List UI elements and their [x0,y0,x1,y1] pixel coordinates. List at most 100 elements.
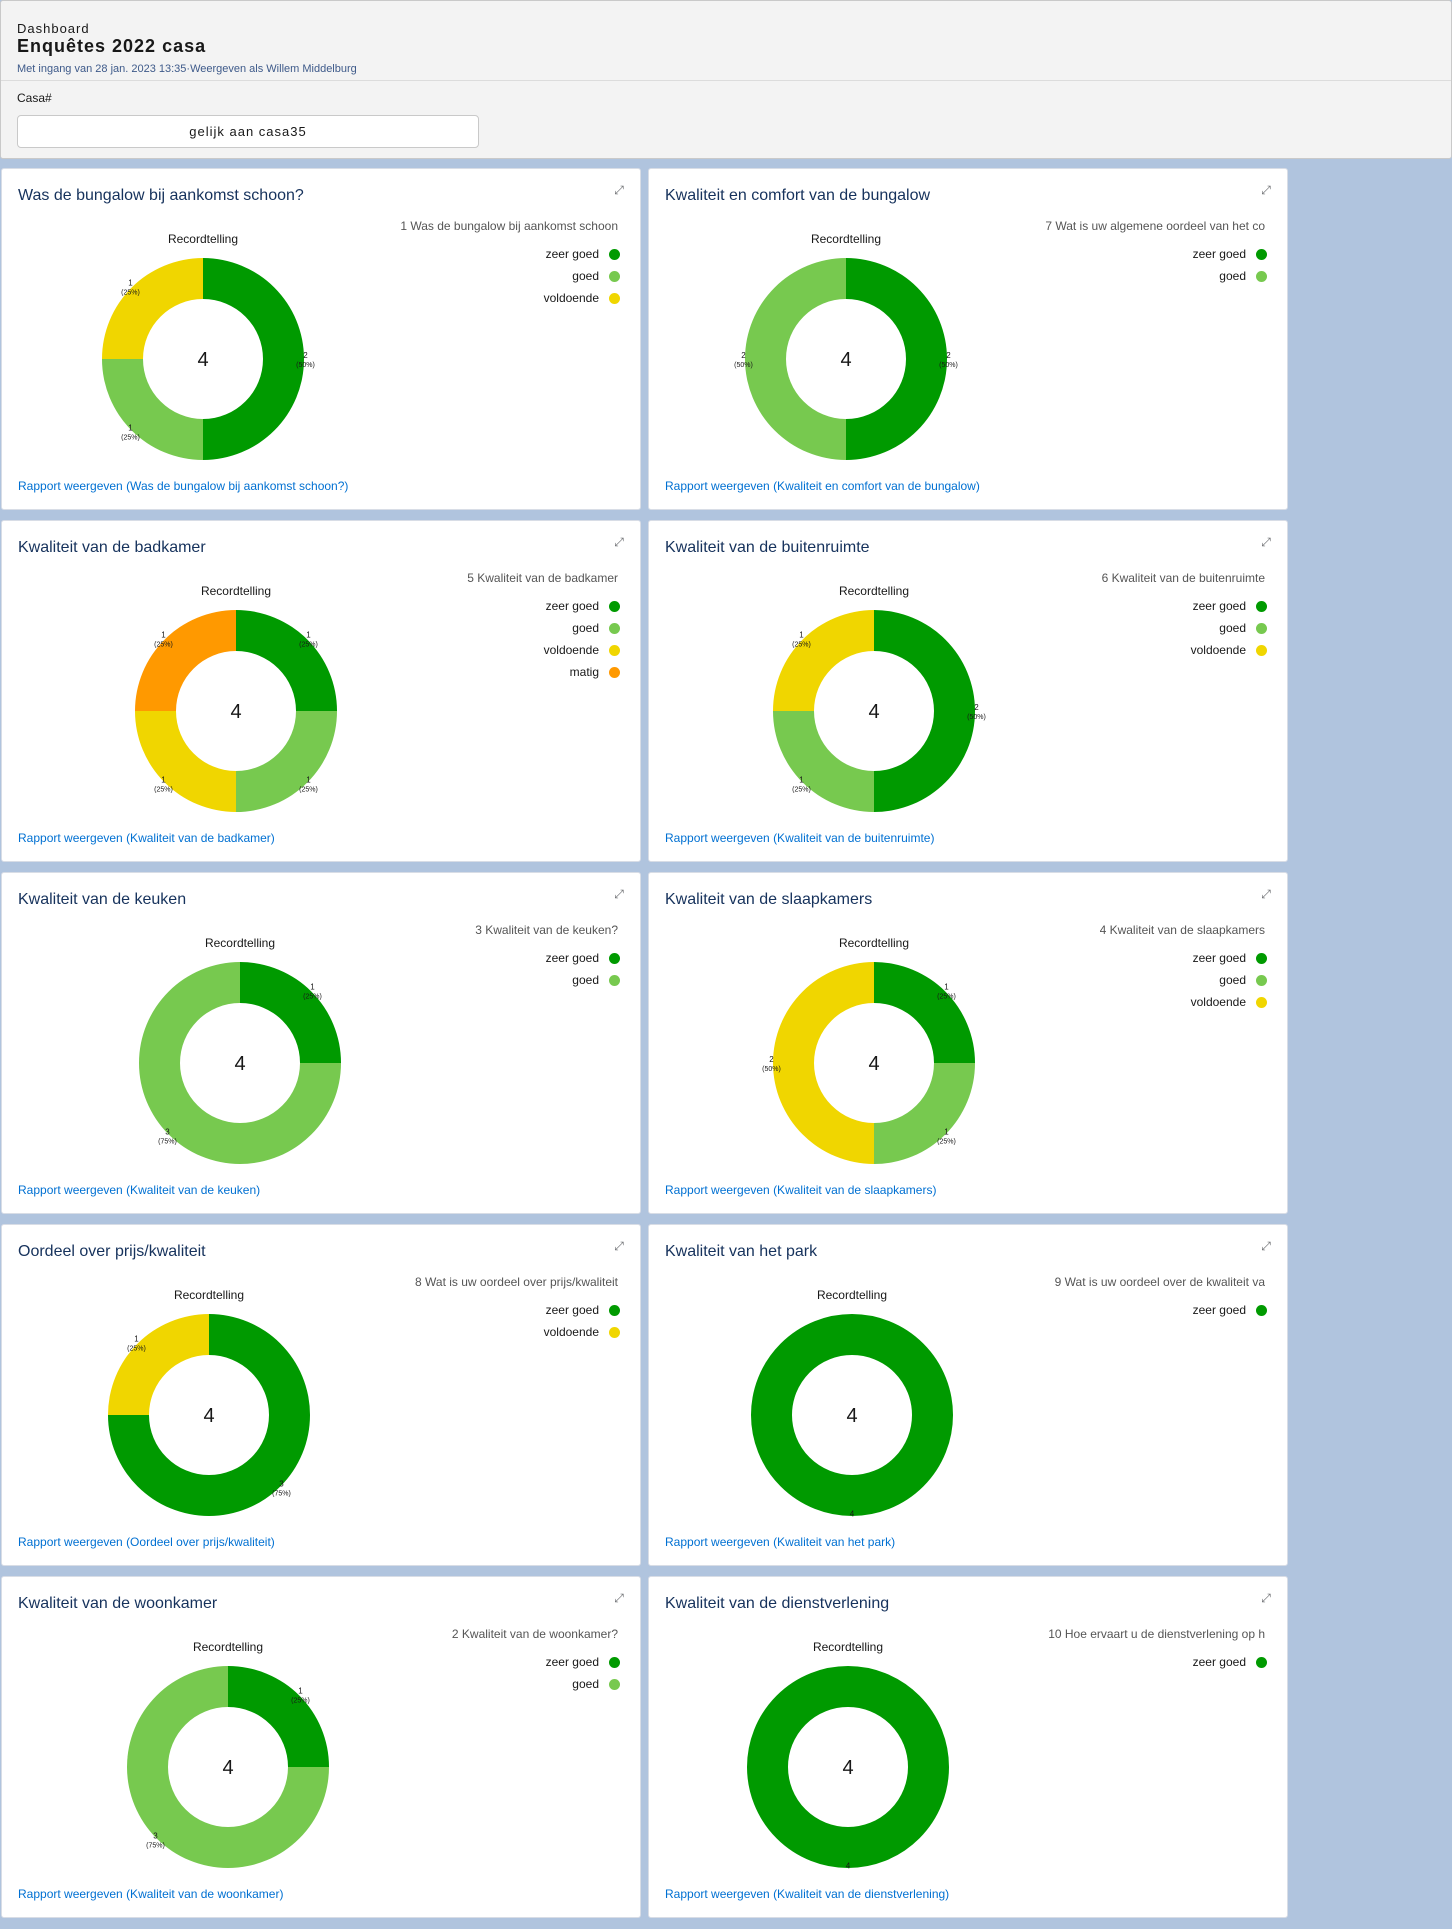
donut-slice [745,258,846,460]
legend-label: goed [572,269,599,283]
slice-value-label: 1 [306,631,311,640]
legend-label: zeer goed [1192,1655,1246,1669]
legend-item[interactable]: zeer goed [544,595,620,617]
legend-swatch [609,292,620,304]
legend-label: voldoende [1190,643,1246,657]
legend-item[interactable]: zeer goed [1193,243,1267,265]
legend-label: voldoende [543,291,599,305]
view-report-link[interactable]: Rapport weergeven (Kwaliteit van de badk… [18,831,275,845]
chart-title: Recordtelling [812,1640,884,1654]
legend-swatch [609,952,620,964]
chart-card-kwaliteit-van-het-park: Kwaliteit van het park ⤢ Recordtelling 9 Wa… [648,1224,1288,1566]
legend-label: zeer goed [1192,247,1246,261]
legend-item[interactable]: voldoende [1191,991,1267,1013]
chart-title: Recordtelling [838,936,910,950]
page-title: Enquêtes 2022 casa [17,36,207,56]
legend-label: voldoende [1190,995,1246,1009]
legend-swatch [1256,952,1267,964]
expand-icon[interactable]: ⤢ [1261,887,1271,901]
donut-total: 4 [197,349,208,371]
legend-title: 10 Hoe ervaart u de dienstverlening op h [1048,1627,1265,1641]
view-report-link[interactable]: Rapport weergeven (Kwaliteit van de keuk… [18,1183,261,1197]
legend-item[interactable]: zeer goed [546,1651,620,1673]
view-report-link[interactable]: Rapport weergeven (Kwaliteit van het par… [665,1535,896,1549]
slice-percent-label: (25%) [121,290,140,297]
legend-item[interactable]: zeer goed [544,1299,620,1321]
legend-item[interactable]: zeer goed [546,947,620,969]
expand-icon[interactable]: ⤢ [1261,535,1271,549]
expand-icon[interactable]: ⤢ [614,535,624,549]
legend-item[interactable]: voldoende [544,1321,620,1343]
expand-icon[interactable]: ⤢ [614,1239,624,1253]
expand-icon[interactable]: ⤢ [614,1591,624,1605]
legend-item[interactable]: matig [544,661,620,683]
expand-icon[interactable]: ⤢ [614,887,624,901]
slice-value-label: 3 [279,1479,284,1488]
legend-item[interactable]: voldoende [544,287,620,309]
view-report-link[interactable]: Rapport weergeven (Was de bungalow bij a… [18,479,349,493]
legend-item[interactable]: goed [1191,969,1267,991]
donut-slice [874,1063,975,1164]
donut-slice [773,610,874,711]
slice-value-label: 1 [134,1335,139,1344]
legend-item[interactable]: goed [546,1673,620,1695]
view-report-link[interactable]: Rapport weergeven (Kwaliteit van de slaa… [665,1183,937,1197]
view-report-link[interactable]: Rapport weergeven (Kwaliteit van de woon… [18,1887,284,1901]
slice-value-label: 1 [306,775,311,784]
slice-percent-label: (75%) [158,1138,177,1145]
expand-icon[interactable]: ⤢ [1261,1591,1271,1605]
donut-slice [228,1666,329,1767]
filter-label: Casa# [17,91,52,105]
legend-item[interactable]: goed [1191,617,1267,639]
dashboard-header: Dashboard Enquêtes 2022 casa Met ingang … [0,0,1452,159]
legend-item[interactable]: zeer goed [1193,1299,1267,1321]
donut-slice [747,1666,949,1868]
expand-icon[interactable]: ⤢ [1261,1239,1271,1253]
legend-item[interactable]: goed [546,969,620,991]
view-report-link[interactable]: Rapport weergeven (Kwaliteit van de buit… [665,831,935,845]
view-report-link[interactable]: Rapport weergeven (Kwaliteit van de dien… [665,1887,950,1901]
legend-label: goed [572,1677,599,1691]
legend-item[interactable]: goed [544,265,620,287]
legend-item[interactable]: zeer goed [544,243,620,265]
legend-item[interactable]: zeer goed [1191,595,1267,617]
legend-label: zeer goed [545,1303,599,1317]
slice-percent-label: (25%) [127,1346,146,1353]
donut-chart: 2 (50%) 2 (50%) 4 [734,258,958,460]
expand-icon[interactable]: ⤢ [614,183,624,197]
chart-title: Recordtelling [838,584,910,598]
legend-item[interactable]: voldoende [1191,639,1267,661]
legend-label: voldoende [543,643,599,657]
legend-title: 1 Was de bungalow bij aankomst schoon [400,219,618,233]
legend-item[interactable]: zeer goed [1193,1651,1267,1673]
donut-slice [203,258,304,460]
chart-card-oordeel-over-prijs-kwaliteit: Oordeel over prijs/kwaliteit ⤢ Recordtelli… [1,1224,641,1566]
slice-value-label: 1 [298,1687,303,1696]
slice-value-label: 4 [846,1862,851,1871]
card-title: Oordeel over prijs/kwaliteit [18,1243,206,1260]
legend-item[interactable]: zeer goed [1191,947,1267,969]
legend-item[interactable]: goed [544,617,620,639]
donut-total: 4 [234,1053,245,1075]
dashboard-meta: Met ingang van 28 jan. 2023 13:35·Weerge… [17,63,357,75]
expand-icon[interactable]: ⤢ [1261,183,1271,197]
donut-slice [773,711,874,812]
view-report-link[interactable]: Rapport weergeven (Oordeel over prijs/kw… [18,1535,275,1549]
legend-swatch [1256,974,1267,986]
legend-item[interactable]: voldoende [544,639,620,661]
chart-card-was-de-bungalow-bij-aankomst-schoon: Was de bungalow bij aankomst schoon? ⤢ Rec… [1,168,641,510]
donut-total: 4 [222,1757,233,1779]
legend-title: 6 Kwaliteit van de buitenruimte [1101,571,1265,585]
view-report-link[interactable]: Rapport weergeven (Kwaliteit en comfort … [665,479,980,493]
legend-item[interactable]: goed [1193,265,1267,287]
donut-slice [135,711,236,812]
chart-card-kwaliteit-van-de-buitenruimte: Kwaliteit van de buitenruimte ⤢ Recordtell… [648,520,1288,862]
card-title: Kwaliteit van de buitenruimte [665,539,870,556]
legend-title: 9 Wat is uw oordeel over de kwaliteit va [1054,1275,1265,1289]
breadcrumb: Dashboard [17,21,90,36]
chart-title: Recordtelling [810,232,882,246]
donut-slice [139,962,341,1164]
filter-casa-button[interactable]: gelijk aan casa35 [17,115,479,148]
legend-title: 7 Wat is uw algemene oordeel van het co [1045,219,1265,233]
donut-slice [846,258,947,460]
